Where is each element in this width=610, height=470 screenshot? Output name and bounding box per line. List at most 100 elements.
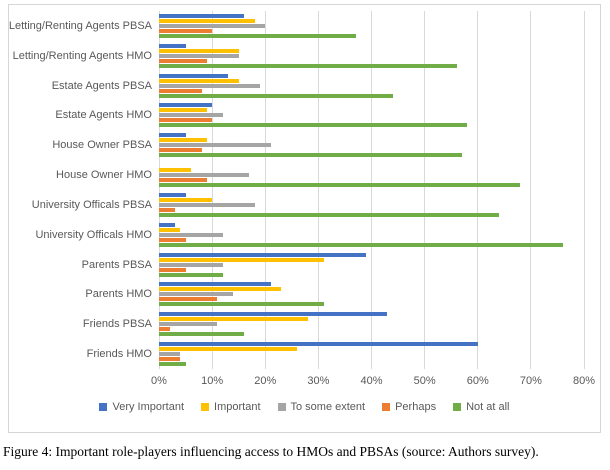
legend-label: Important <box>214 401 261 413</box>
bar-group <box>159 250 584 280</box>
category-label: University Officals PBSA <box>31 198 152 211</box>
category-label: House Owner HMO <box>56 169 152 182</box>
legend-label: Very Important <box>112 401 185 413</box>
bar-group <box>159 160 584 190</box>
bar-perhaps <box>159 28 213 33</box>
gridline <box>264 11 266 369</box>
bar-perhaps <box>159 88 202 93</box>
x-tick-label: 80% <box>572 375 596 387</box>
category-label: Letting/Renting Agents HMO <box>12 49 152 62</box>
bar-important <box>159 18 255 23</box>
bar-to-some-extent <box>159 143 271 148</box>
bar-to-some-extent <box>159 23 266 28</box>
bar-perhaps <box>159 297 218 302</box>
x-tick-label: 40% <box>360 375 383 387</box>
gridline <box>583 11 585 369</box>
x-tick-label: 30% <box>307 375 330 387</box>
bar-perhaps <box>159 327 170 332</box>
legend-marker-icon <box>382 403 391 411</box>
legend-item: Important <box>201 401 261 413</box>
chart-frame: Letting/Renting Agents PBSA Letting/Renti… <box>8 4 601 433</box>
gridline <box>211 11 213 369</box>
category-label: Parents HMO <box>85 288 152 301</box>
category-label: University Officals HMO <box>35 228 152 241</box>
bar-perhaps <box>159 237 186 242</box>
bar-group <box>159 309 584 339</box>
bar-very-important <box>159 282 271 287</box>
x-tick-label: 70% <box>519 375 542 387</box>
bar-group <box>159 220 584 250</box>
bar-not-at-all <box>159 153 462 158</box>
bar-to-some-extent <box>159 292 234 297</box>
legend-item: To some extent <box>277 401 366 413</box>
gridline <box>317 11 319 369</box>
legend-marker-icon <box>201 403 210 411</box>
gridline <box>477 11 479 369</box>
category-label: Estate Agents HMO <box>55 109 152 122</box>
bar-to-some-extent <box>159 352 181 357</box>
bar-perhaps <box>159 58 207 63</box>
bar-not-at-all <box>159 332 244 337</box>
bar-not-at-all <box>159 123 468 128</box>
category-label: Estate Agents PBSA <box>51 79 152 92</box>
bar-very-important <box>159 133 186 138</box>
x-tick-label: 60% <box>466 375 489 387</box>
bar-important <box>159 317 308 322</box>
legend-label: To some extent <box>290 401 366 413</box>
plot-area <box>158 11 585 369</box>
gridline <box>371 11 372 369</box>
bar-not-at-all <box>159 63 457 68</box>
bar-important <box>159 197 213 202</box>
bar-very-important <box>159 252 367 257</box>
bar-group <box>159 100 584 130</box>
x-axis: 0% 10% 20% 30% 40% 50% 60% 70% 80% <box>151 375 595 389</box>
x-tick-label: 10% <box>201 375 224 387</box>
bar-very-important <box>159 103 213 108</box>
bar-not-at-all <box>159 362 186 367</box>
bar-group <box>159 41 584 71</box>
x-tick-label: 0% <box>151 375 167 387</box>
gridline <box>424 11 426 369</box>
bar-important <box>159 257 324 262</box>
x-tick-label: 50% <box>413 375 436 387</box>
bar-important <box>159 287 282 292</box>
bar-not-at-all <box>159 183 521 188</box>
legend-marker-icon <box>99 403 108 411</box>
bar-to-some-extent <box>159 173 250 178</box>
bar-groups <box>159 11 584 369</box>
bar-to-some-extent <box>159 322 218 327</box>
bar-not-at-all <box>159 242 563 247</box>
bar-important <box>159 227 181 232</box>
x-tick-label: 20% <box>254 375 277 387</box>
bar-not-at-all <box>159 33 356 38</box>
bar-group <box>159 130 584 160</box>
bar-to-some-extent <box>159 232 223 237</box>
bar-important <box>159 138 207 143</box>
figure-caption: Figure 4: Important role-players influen… <box>3 444 539 459</box>
bar-important <box>159 48 239 53</box>
bar-group <box>159 190 584 220</box>
gridline <box>530 11 532 369</box>
bar-important <box>159 108 207 113</box>
bar-very-important <box>159 312 388 317</box>
category-label: Letting/Renting Agents PBSA <box>8 19 152 32</box>
bar-not-at-all <box>159 212 499 217</box>
bar-to-some-extent <box>159 262 223 267</box>
bar-very-important <box>159 192 186 197</box>
bar-to-some-extent <box>159 113 223 118</box>
bar-group <box>159 11 584 41</box>
bar-perhaps <box>159 118 213 123</box>
bar-important <box>159 168 191 173</box>
legend: Very Important Important To some extent Per… <box>9 401 600 413</box>
category-label: Friends PBSA <box>82 318 152 331</box>
legend-label: Perhaps <box>395 401 437 413</box>
bar-perhaps <box>159 148 202 153</box>
bar-important <box>159 347 298 352</box>
bar-very-important <box>159 13 244 18</box>
bar-very-important <box>159 342 478 347</box>
category-label: Parents PBSA <box>81 258 152 271</box>
bar-perhaps <box>159 178 207 183</box>
bar-very-important <box>159 43 186 48</box>
category-label: Friends HMO <box>86 348 152 361</box>
bar-group <box>159 71 584 101</box>
